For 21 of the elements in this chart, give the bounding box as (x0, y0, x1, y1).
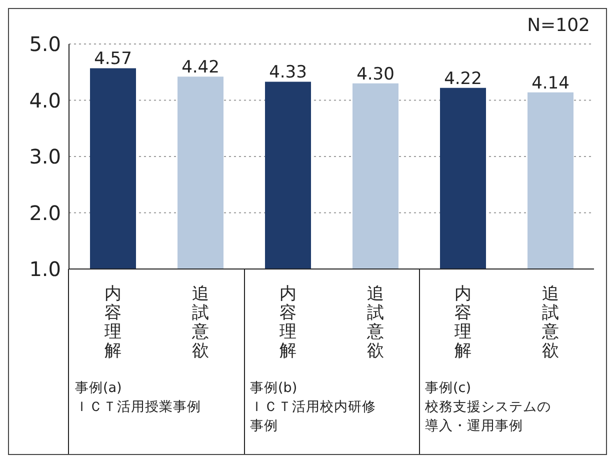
data-label: 4.57 (94, 49, 132, 70)
data-label: 4.42 (182, 58, 220, 78)
y-tick-label: 1.0 (29, 257, 61, 282)
x-tick-label: 内容理解 (454, 284, 472, 361)
x-tick-label: 追試意欲 (366, 284, 384, 361)
x-tick-label: 追試意欲 (190, 284, 209, 361)
data-label: 4.30 (356, 64, 394, 84)
y-tick-label: 2.0 (29, 200, 61, 225)
data-label: 4.14 (532, 73, 570, 94)
text: N=102 (527, 15, 590, 36)
y-tick-label: 3.0 (29, 144, 61, 169)
text: 事例(c) 校務支援システムの導入・運用事例 (425, 379, 551, 436)
data-label: 4.33 (269, 62, 307, 83)
data-label: 4.22 (444, 68, 482, 89)
x-tick-label: 追試意欲 (540, 284, 559, 361)
y-tick-label: 4.0 (29, 88, 61, 112)
text: 事例(b) ＩＣＴ活用校内研修事例 (250, 379, 376, 436)
x-tick-label: 内容理解 (279, 284, 296, 361)
x-tick-label: 内容理解 (104, 284, 122, 361)
text: 事例(a) ＩＣＴ活用授業事例 (75, 379, 201, 417)
y-tick-label: 5.0 (29, 32, 61, 56)
